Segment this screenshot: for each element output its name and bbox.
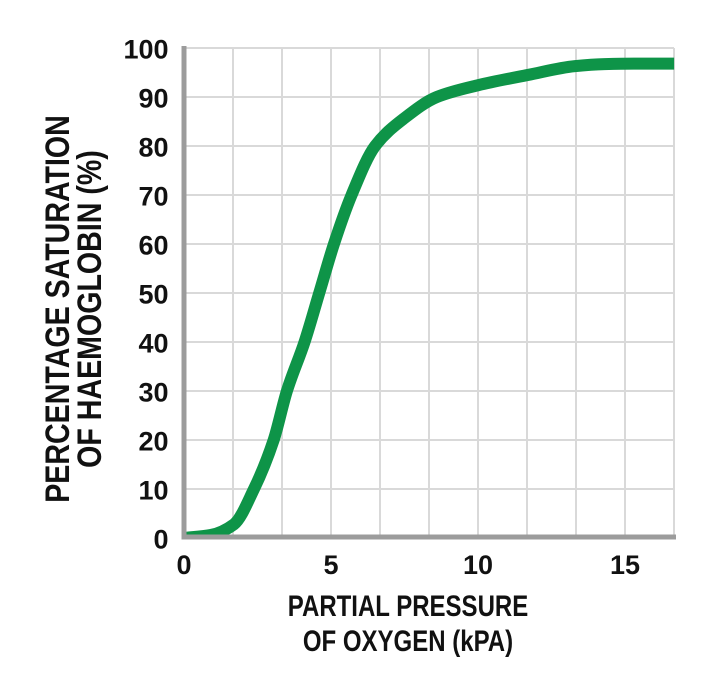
y-tick-label: 20: [138, 427, 168, 457]
x-tick-label: 15: [610, 550, 640, 580]
x-axis-title-line1: PARTIAL PRESSURE: [287, 590, 529, 623]
y-tick-label: 80: [138, 133, 168, 163]
y-tick-label: 90: [138, 84, 168, 114]
y-axis-title-line2: OF HAEMOGLOBIN (%): [71, 150, 109, 468]
gridlines: [183, 47, 675, 539]
x-tick-label: 0: [176, 550, 191, 580]
y-tick-label: 40: [138, 329, 168, 359]
x-tick-label: 10: [463, 550, 493, 580]
y-tick-label: 0: [153, 525, 168, 555]
y-tick-label: 30: [138, 378, 168, 408]
y-axis-title: PERCENTAGE SATURATION OF HAEMOGLOBIN (%): [39, 115, 109, 503]
x-tick-labels: 0 5 10 15: [176, 550, 640, 580]
y-tick-label: 70: [138, 182, 168, 212]
x-axis-title-line2: OF OXYGEN (kPA): [302, 625, 514, 658]
dissociation-curve: [183, 57, 675, 540]
y-tick-label: 100: [123, 35, 168, 65]
y-tick-label: 10: [138, 476, 168, 506]
y-tick-label: 50: [138, 280, 168, 310]
x-tick-label: 5: [323, 550, 338, 580]
y-axis-title-line1: PERCENTAGE SATURATION: [39, 115, 77, 503]
y-tick-label: 60: [138, 231, 168, 261]
axes: [181, 46, 676, 540]
x-axis-title: PARTIAL PRESSURE OF OXYGEN (kPA): [288, 589, 528, 659]
